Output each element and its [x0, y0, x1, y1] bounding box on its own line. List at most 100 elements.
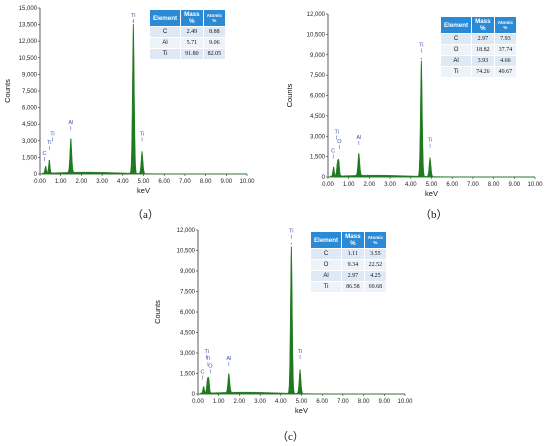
x-tick-label: 10.00 [527, 182, 543, 188]
y-tick-label: 15,000 [19, 6, 38, 12]
x-tick-label: 4.00 [117, 179, 129, 185]
value-cell: 18.82 [471, 44, 495, 56]
peak-label: O [337, 139, 342, 145]
table-row: C 1.11 3.55 [309, 248, 388, 260]
value-cell: 82.05 [202, 48, 227, 60]
y-tick-label: 12,000 [307, 12, 326, 18]
table-header-row: Element Mass% Atomic% [148, 9, 227, 27]
x-axis-title: keV [295, 406, 308, 415]
x-tick-label: 4.00 [275, 399, 287, 405]
x-tick-label: 8.00 [488, 182, 500, 188]
y-tick-label: 1,500 [22, 155, 38, 161]
peak-point [358, 153, 360, 156]
y-tick-label: 10,500 [19, 56, 38, 62]
table-header-cell: Atomic% [363, 231, 388, 249]
y-axis-title: Counts [3, 79, 12, 103]
table-header-row: Element Mass% Atomic% [309, 231, 388, 249]
x-tick-label: 7.00 [337, 399, 349, 405]
value-cell: 2.97 [341, 270, 365, 282]
table-row: O 9.34 22.52 [309, 259, 388, 271]
x-tick-label: 5.00 [138, 179, 150, 185]
value-cell: 49.67 [493, 66, 518, 78]
y-tick-label: 9,000 [22, 72, 38, 78]
value-cell: 69.68 [363, 281, 388, 293]
peak-point [48, 160, 50, 162]
value-cell: 86.58 [341, 281, 365, 293]
y-tick-label: 7,500 [22, 89, 38, 95]
y-tick-label: 9,000 [310, 53, 326, 59]
y-tick-label: 1,500 [180, 372, 196, 378]
peak-point [141, 151, 143, 153]
y-tick-label: 10,500 [307, 32, 326, 38]
y-tick-label: 3,000 [310, 134, 326, 140]
spectrum-area [200, 246, 406, 395]
table-header-cell: Mass% [341, 231, 365, 249]
peak-label: Ti [334, 130, 338, 136]
element-cell: Ti [439, 66, 473, 78]
composition-table-b: Element Mass% Atomic% C 2.97 7.93 O 18.82 37.74 A… [439, 16, 518, 78]
x-tick-label: 5.00 [426, 182, 438, 188]
x-tick-label: 6.00 [316, 399, 328, 405]
value-cell: 74.26 [471, 66, 495, 78]
y-tick-label: 0 [192, 392, 196, 398]
peak-label: Al [226, 356, 231, 362]
peak-label: Ti [204, 349, 208, 355]
element-cell: Ti [148, 48, 182, 60]
table-row: C 2.97 7.93 [439, 33, 518, 45]
composition-table-a: Element Mass% Atomic% C 2.49 8.88 Al 5.71 9.06 Ti… [148, 9, 227, 60]
table-header-cell: Atomic% [493, 16, 518, 34]
spectrum-panel-a: 0 1,500 3,000 4,500 6,000 7,500 9,000 10,500 12,… [0, 0, 265, 220]
x-tick-label: 2.00 [364, 182, 376, 188]
x-tick-label: 2.00 [76, 179, 88, 185]
peak-label: Ti [419, 43, 423, 49]
peak-label: C [331, 149, 335, 155]
value-cell: 3.55 [363, 248, 388, 260]
x-axis-title: keV [425, 189, 438, 198]
peak-label: Ti [131, 13, 135, 19]
peak-label: O [208, 363, 213, 369]
panel-caption-b: （b） [420, 209, 448, 221]
value-cell: 91.80 [180, 48, 204, 60]
value-cell: 9.34 [341, 259, 365, 271]
peak-label: Ti [140, 131, 144, 137]
y-tick-label: 4,500 [180, 331, 196, 337]
x-tick-label: 0.00 [322, 182, 334, 188]
y-tick-label: 1,500 [310, 155, 326, 161]
y-tick-label: 4,500 [310, 114, 326, 120]
element-cell: O [309, 259, 343, 271]
peak-label: Ti [206, 356, 210, 362]
y-tick-label: 4,500 [22, 122, 38, 128]
value-cell: 9.06 [202, 37, 227, 49]
element-cell: O [439, 44, 473, 56]
x-tick-label: 9.00 [220, 179, 232, 185]
value-cell: 1.11 [341, 248, 365, 260]
x-tick-label: 10.00 [239, 179, 255, 185]
peak-label: C [201, 370, 205, 376]
spectrum-area [42, 23, 248, 175]
value-cell: 4.66 [493, 55, 518, 67]
y-tick-label: 6,000 [310, 94, 326, 100]
table-row: O 18.82 37.74 [439, 44, 518, 56]
x-tick-label: 7.00 [467, 182, 479, 188]
spectrum-plot-a: 0 1,500 3,000 4,500 6,000 7,500 9,000 10,500 12,… [3, 6, 255, 195]
peak-point [299, 369, 301, 371]
x-tick-label: 3.00 [96, 179, 108, 185]
panel-caption-c: （c） [277, 431, 304, 443]
peak-point [429, 157, 431, 159]
table-row: Ti 74.26 49.67 [439, 66, 518, 78]
y-tick-label: 3,000 [180, 351, 196, 357]
y-tick-label: 0 [322, 175, 326, 181]
peak-point [208, 379, 210, 381]
peak-point [228, 374, 230, 376]
x-tick-label: 0.00 [192, 399, 204, 405]
peak-label: Ti [428, 138, 432, 144]
value-cell: 5.71 [180, 37, 204, 49]
table-header-cell: Atomic% [202, 9, 227, 27]
table-row: Ti 86.58 69.68 [309, 281, 388, 293]
y-tick-label: 9,000 [180, 269, 196, 275]
composition-table-c: Element Mass% Atomic% C 1.11 3.55 O 9.34 22.52 Al… [309, 231, 388, 293]
element-cell: Ti [309, 281, 343, 293]
spectrum-panel-b: 0 1,500 3,000 4,500 6,000 7,500 9,000 10,500 12,… [282, 0, 547, 220]
x-tick-label: 9.00 [508, 182, 520, 188]
element-cell: C [309, 248, 343, 260]
